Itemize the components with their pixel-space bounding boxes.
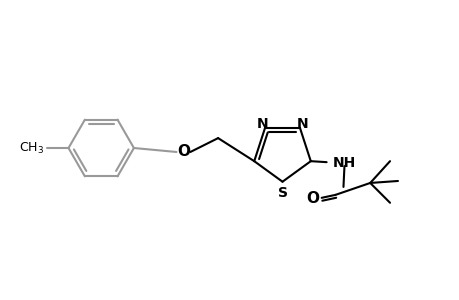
Text: S: S (277, 186, 287, 200)
Text: N: N (297, 117, 308, 131)
Text: O: O (306, 191, 319, 206)
Text: CH$_3$: CH$_3$ (18, 140, 44, 156)
Text: NH: NH (332, 156, 355, 170)
Text: O: O (177, 145, 190, 160)
Text: N: N (256, 117, 267, 131)
